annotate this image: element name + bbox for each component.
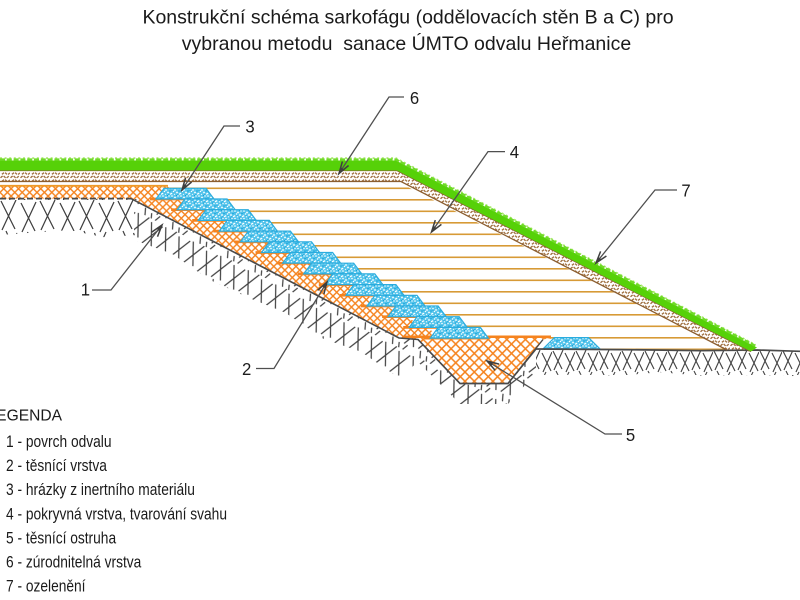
svg-text:6: 6 (410, 88, 419, 108)
svg-text:1: 1 (81, 280, 90, 300)
svg-text:4 - pokryvná vrstva, tvarování: 4 - pokryvná vrstva, tvarování svahu (6, 505, 227, 523)
svg-text:3 - hrázky z inertního materiá: 3 - hrázky z inertního materiálu (6, 481, 195, 499)
svg-text:2 - těsnící vrstva: 2 - těsnící vrstva (6, 457, 108, 475)
svg-text:4: 4 (510, 142, 520, 162)
svg-text:Konstrukční schéma sarkofágu (: Konstrukční schéma sarkofágu (oddělovací… (142, 7, 673, 29)
svg-text:3: 3 (245, 116, 254, 136)
svg-text:5: 5 (626, 425, 635, 445)
svg-text:LEGENDA: LEGENDA (0, 408, 62, 425)
svg-text:7 - ozelenění: 7 - ozelenění (6, 578, 86, 596)
svg-text:6 - zúrodnitelná vrstva: 6 - zúrodnitelná vrstva (6, 554, 142, 572)
svg-text:5 - těsnící ostruha: 5 - těsnící ostruha (6, 529, 117, 547)
svg-text:2: 2 (242, 359, 251, 379)
svg-text:1 - povrch odvalu: 1 - povrch odvalu (6, 433, 112, 451)
svg-text:7: 7 (681, 180, 690, 200)
svg-text:vybranou metodu sanace ÚMTO o: vybranou metodu sanace ÚMTO odvalu Heřma… (182, 32, 631, 55)
